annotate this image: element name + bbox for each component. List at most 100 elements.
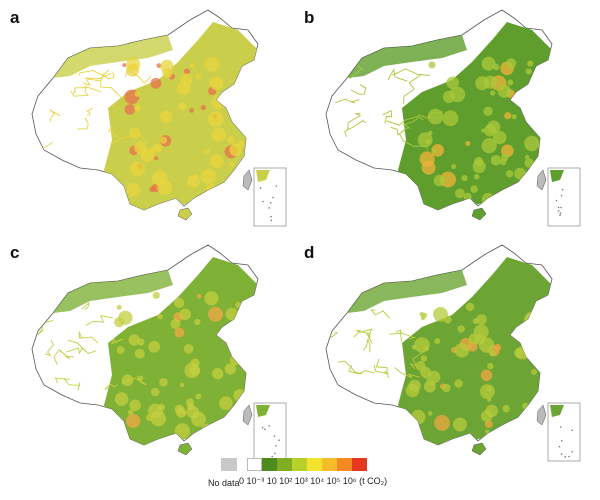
emission-hotspot xyxy=(148,340,161,353)
emission-hotspot xyxy=(239,333,251,345)
road-line xyxy=(420,371,435,386)
emission-hotspot xyxy=(153,143,163,153)
inset-island-dot xyxy=(259,187,262,189)
inset-coast xyxy=(550,405,564,417)
emission-hotspot xyxy=(162,68,173,79)
emission-hotspot xyxy=(190,62,196,69)
inset-island-dot xyxy=(559,426,562,428)
emission-hotspot xyxy=(465,302,475,312)
inset-island-dot xyxy=(559,212,562,214)
emission-hotspot xyxy=(204,291,219,306)
road-line xyxy=(83,72,112,86)
emission-hotspot xyxy=(204,148,210,155)
emission-hotspot xyxy=(490,90,496,96)
emission-hotspot xyxy=(146,414,153,421)
emission-hotspot xyxy=(235,302,242,309)
emission-hotspot xyxy=(442,110,459,127)
emission-hotspot xyxy=(183,344,194,354)
emission-hotspot xyxy=(174,297,185,308)
inset-island-dot xyxy=(268,207,271,209)
emission-hotspot xyxy=(191,411,207,427)
emission-hotspot xyxy=(507,79,514,86)
road-line xyxy=(348,364,375,375)
emission-hotspot xyxy=(505,58,517,69)
inset-island-dot xyxy=(557,206,560,209)
china-map-d xyxy=(325,244,581,462)
emission-hotspot xyxy=(154,156,159,161)
emission-hotspot xyxy=(523,313,538,328)
emission-hotspot xyxy=(530,323,537,330)
inset-island-dot xyxy=(560,440,563,442)
inset-island-dot xyxy=(264,428,266,431)
emission-hotspot xyxy=(229,143,242,157)
road-line xyxy=(387,68,408,82)
road-line xyxy=(373,364,389,378)
emission-hotspot xyxy=(116,346,125,355)
northern-corridor xyxy=(347,270,467,313)
emission-hotspot xyxy=(157,314,163,320)
emission-hotspot xyxy=(207,111,224,128)
hainan-island xyxy=(177,442,193,456)
inset-coast xyxy=(550,170,564,182)
emission-hotspot xyxy=(455,188,465,199)
emission-hotspot xyxy=(122,63,127,68)
emission-hotspot xyxy=(211,127,226,142)
emission-hotspot xyxy=(433,174,446,187)
road-line xyxy=(409,350,425,370)
emission-hotspot xyxy=(525,68,532,75)
emission-hotspot xyxy=(420,355,428,362)
panel-label-c: c xyxy=(10,243,20,262)
emission-hotspot xyxy=(212,367,224,380)
northern-corridor xyxy=(53,270,173,313)
emission-hotspot xyxy=(126,183,141,197)
road-line xyxy=(394,367,420,379)
emission-hotspot xyxy=(219,396,233,410)
inset-coast xyxy=(256,170,270,182)
emission-hotspot xyxy=(174,423,191,439)
emission-hotspot xyxy=(179,382,185,388)
emission-hotspot xyxy=(194,318,201,326)
emission-hotspot xyxy=(481,138,497,154)
emission-hotspot xyxy=(420,366,432,378)
emission-hotspot xyxy=(229,354,241,366)
emission-hotspot xyxy=(128,409,134,415)
scale-swatch-7 xyxy=(352,458,367,471)
emission-hotspot xyxy=(209,76,224,91)
inset-coast xyxy=(256,405,270,417)
emission-hotspot xyxy=(487,362,494,370)
inset-island-dot xyxy=(275,185,278,187)
emission-hotspot xyxy=(529,177,536,184)
emission-hotspot xyxy=(159,136,168,144)
road-line xyxy=(73,87,102,94)
emission-hotspot xyxy=(237,140,245,148)
inset-island-dot xyxy=(560,194,563,197)
road-line xyxy=(77,117,89,130)
emission-hotspot xyxy=(528,111,534,116)
emission-hotspot xyxy=(134,104,141,111)
emission-hotspot xyxy=(230,180,235,186)
emission-hotspot xyxy=(179,308,191,321)
emission-hotspot xyxy=(479,384,495,400)
road-line xyxy=(110,134,150,145)
emission-hotspot xyxy=(428,61,436,69)
emission-hotspot xyxy=(446,76,459,90)
inset-island-dot xyxy=(561,188,564,191)
road-line xyxy=(344,120,366,138)
road-line xyxy=(362,337,371,353)
inset-island-dot xyxy=(270,215,272,218)
inset-island-dot xyxy=(275,445,277,447)
emission-hotspot xyxy=(476,314,487,325)
road-line xyxy=(335,98,360,104)
road-line xyxy=(85,315,114,326)
panel-label-b: b xyxy=(304,8,315,27)
emission-hotspot xyxy=(238,188,254,204)
inset-island-dot xyxy=(273,435,276,437)
emission-hotspot xyxy=(134,91,141,97)
road-line xyxy=(67,339,97,355)
road-line xyxy=(390,126,409,136)
emission-hotspot xyxy=(174,404,185,414)
inset-island-dot xyxy=(278,439,281,441)
emission-hotspot xyxy=(481,192,495,206)
scale-swatch-4 xyxy=(307,458,322,471)
road-line xyxy=(398,133,428,150)
